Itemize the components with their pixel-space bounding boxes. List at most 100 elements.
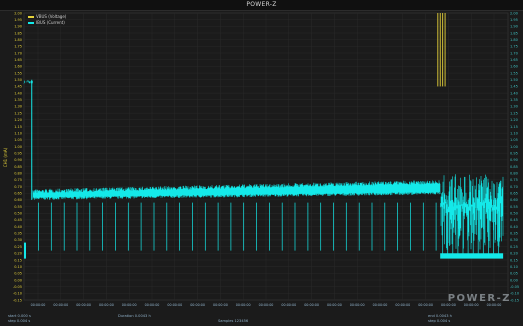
y-tick-label: 0.40 <box>14 225 22 229</box>
right-axis-tick-label: 0.20 <box>510 252 518 256</box>
right-axis-tick-label: 0.25 <box>510 245 518 249</box>
right-axis-tick-label: -0.15 <box>510 298 519 302</box>
status-end: end 0.0043 h <box>428 314 452 318</box>
x-tick-label: 00:00:00 <box>99 303 114 307</box>
legend-label-voltage: VBUS (Voltage) <box>36 14 67 19</box>
right-axis-tick-label: 1.55 <box>510 71 518 75</box>
status-duration: Duration 0.0043 h <box>118 314 151 318</box>
y-axis-label: CH1 (mA) <box>3 147 9 168</box>
right-axis-tick-label: 0.05 <box>510 272 518 276</box>
y-tick-label: 0.95 <box>14 151 22 155</box>
y-tick-label: 0.70 <box>14 185 22 189</box>
right-axis-tick-label: -0.10 <box>510 292 519 296</box>
y-tick-label: 1.50 <box>14 78 22 82</box>
right-axis-tick-label: 1.50 <box>510 78 518 82</box>
x-tick-label: 00:00:00 <box>373 303 388 307</box>
x-tick-label: 00:00:00 <box>259 303 274 307</box>
y-tick-label: 1.55 <box>14 71 22 75</box>
y-tick-label: 0.65 <box>14 192 22 196</box>
x-tick-label: 00:00:00 <box>122 303 137 307</box>
right-axis-tick-label: 0.30 <box>510 238 518 242</box>
y-tick-label: 0.00 <box>14 278 22 282</box>
x-tick-label: 00:00:00 <box>281 303 296 307</box>
right-axis-tick-label: 1.90 <box>510 25 518 29</box>
x-tick-label: 00:00:00 <box>464 303 479 307</box>
right-axis-tick-label: 0.75 <box>510 178 518 182</box>
power-z-watermark-logo: POWER-Z <box>447 293 511 304</box>
right-axis-tick-label: 1.10 <box>510 131 518 135</box>
y-tick-label: 1.95 <box>14 18 22 22</box>
y-tick-label: 0.50 <box>14 212 22 216</box>
right-axis-tick-label: 1.15 <box>510 125 518 129</box>
right-axis-tick-label: 0.60 <box>510 198 518 202</box>
right-axis-tick-label: 0.55 <box>510 205 518 209</box>
x-tick-label: 00:00:00 <box>76 303 91 307</box>
x-tick-label: 00:00:00 <box>31 303 46 307</box>
right-axis-tick-label: 2.00 <box>510 11 518 15</box>
y-tick-label: 0.35 <box>14 232 22 236</box>
y-tick-label: 1.15 <box>14 125 22 129</box>
y-tick-label: 0.20 <box>14 252 22 256</box>
right-axis-tick-label: 1.05 <box>510 138 518 142</box>
x-tick-label: 00:00:00 <box>487 303 502 307</box>
current-tail-floor <box>440 253 504 259</box>
current-trace-dips <box>38 199 499 256</box>
y-tick-label: 0.75 <box>14 178 22 182</box>
y-tick-label: -0.15 <box>13 298 22 302</box>
y-tick-label: 1.05 <box>14 138 22 142</box>
legend-item-voltage: VBUS (Voltage) <box>28 14 66 19</box>
current-swatch-icon <box>28 22 34 24</box>
y-tick-label: 0.45 <box>14 218 22 222</box>
y-tick-label: 0.30 <box>14 238 22 242</box>
legend-label-current: IBUS (Current) <box>36 20 65 25</box>
y-tick-label: 0.05 <box>14 272 22 276</box>
y-tick-label: 2.00 <box>14 11 22 15</box>
x-tick-label: 00:00:00 <box>395 303 410 307</box>
right-axis-tick-label: 0.00 <box>510 278 518 282</box>
x-tick-label: 00:00:00 <box>327 303 342 307</box>
right-axis-tick-label: 1.00 <box>510 145 518 149</box>
y-tick-label: 0.80 <box>14 171 22 175</box>
window-title: POWER-Z <box>246 1 277 8</box>
right-axis-tick-label: 1.30 <box>510 105 518 109</box>
y-tick-label: 0.25 <box>14 245 22 249</box>
right-axis-tick-label: 1.70 <box>510 51 518 55</box>
right-axis-tick-label: 0.50 <box>510 212 518 216</box>
y-tick-label: 0.55 <box>14 205 22 209</box>
x-tick-label: 00:00:00 <box>304 303 319 307</box>
x-tick-label: 00:00:00 <box>53 303 68 307</box>
y-tick-label: 0.10 <box>14 265 22 269</box>
x-tick-label: 00:00:00 <box>236 303 251 307</box>
right-axis-tick-label: 1.45 <box>510 85 518 89</box>
x-tick-label: 00:00:00 <box>418 303 433 307</box>
right-axis-tick-label: 1.25 <box>510 111 518 115</box>
right-axis-tick-label: 0.85 <box>510 165 518 169</box>
y-tick-label: 1.10 <box>14 131 22 135</box>
y-tick-label: 1.65 <box>14 58 22 62</box>
y-tick-label: 0.15 <box>14 258 22 262</box>
right-axis-tick-label: 0.10 <box>510 265 518 269</box>
right-axis-tick-label: -0.05 <box>510 285 519 289</box>
y-tick-label: 1.00 <box>14 145 22 149</box>
right-axis-tick-label: 1.35 <box>510 98 518 102</box>
right-axis-tick-label: 1.80 <box>510 38 518 42</box>
x-tick-label: 00:00:00 <box>167 303 182 307</box>
right-axis-tick-label: 1.65 <box>510 58 518 62</box>
right-axis-tick-label: 1.85 <box>510 31 518 35</box>
x-tick-label: 00:00:00 <box>213 303 228 307</box>
right-axis-tick-label: 1.60 <box>510 65 518 69</box>
x-tick-label: 00:00:00 <box>441 303 456 307</box>
right-axis-tick-label: 0.80 <box>510 171 518 175</box>
y-tick-label: 1.25 <box>14 111 22 115</box>
y-tick-label: 1.70 <box>14 51 22 55</box>
x-tick-label: 00:00:00 <box>190 303 205 307</box>
y-tick-label: 1.40 <box>14 91 22 95</box>
y-tick-label: 0.85 <box>14 165 22 169</box>
right-axis-tick-label: 0.35 <box>510 232 518 236</box>
x-tick-label: 00:00:00 <box>350 303 365 307</box>
right-axis-tick-label: 0.65 <box>510 192 518 196</box>
y-tick-label: 1.75 <box>14 45 22 49</box>
status-step-left: step 0.004 s <box>8 319 31 323</box>
